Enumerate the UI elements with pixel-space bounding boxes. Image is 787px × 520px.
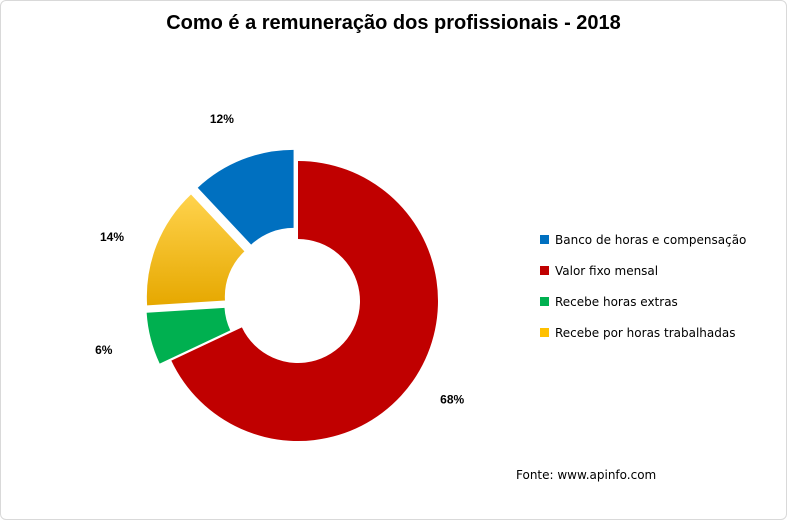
legend-swatch-green	[540, 297, 549, 306]
legend-item-horas-extras: Recebe horas extras	[540, 286, 746, 317]
data-label: 6%	[95, 343, 113, 357]
donut-slice-banco-de-horas-e-compensa-o	[197, 149, 294, 245]
donut-slice-recebe-por-horas-trabalhadas	[146, 194, 245, 306]
legend-item-valor-fixo: Valor fixo mensal	[540, 255, 746, 286]
data-label: 68%	[440, 392, 464, 406]
legend-swatch-blue	[540, 235, 549, 244]
legend-label: Recebe por horas trabalhadas	[555, 325, 736, 340]
donut-slice-valor-fixo-mensal	[171, 161, 438, 441]
data-label: 14%	[100, 230, 124, 244]
donut-slice-recebe-horas-extras	[146, 307, 231, 364]
legend-swatch-red	[540, 266, 549, 275]
legend-label: Banco de horas e compensação	[555, 232, 747, 247]
legend-swatch-yellow	[540, 328, 549, 337]
data-label: 12%	[210, 112, 234, 126]
legend-item-banco-de-horas: Banco de horas e compensação	[540, 224, 746, 255]
legend-label: Valor fixo mensal	[555, 263, 659, 278]
source-note: Fonte: www.apinfo.com	[516, 468, 657, 482]
legend-label: Recebe horas extras	[555, 294, 678, 309]
chart-title: Como é a remuneração dos profissionais -…	[166, 12, 621, 34]
legend-item-horas-trabalhadas: Recebe por horas trabalhadas	[540, 317, 746, 348]
chart-legend: Banco de horas e compensação Valor fixo …	[540, 224, 746, 348]
